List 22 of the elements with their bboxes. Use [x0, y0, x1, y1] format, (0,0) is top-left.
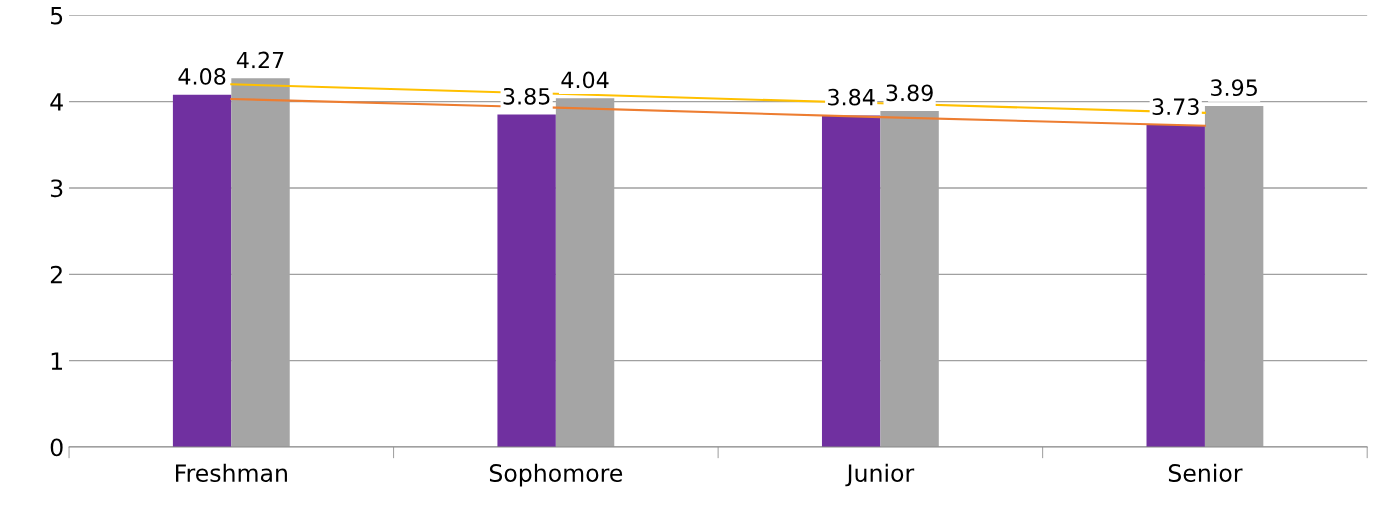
- y-tick-label: 1: [51, 352, 63, 370]
- bar: [1146, 124, 1205, 448]
- bar: [821, 115, 881, 448]
- bar: [497, 114, 556, 448]
- y-tick-label: 2: [50, 265, 62, 284]
- y-tick-label: 0: [50, 438, 63, 457]
- data-label: 3.95: [1211, 79, 1257, 97]
- data-label: 3.89: [886, 84, 933, 102]
- y-tick-label: 3: [50, 179, 63, 198]
- y-tick-label: 4: [50, 93, 63, 111]
- data-label: 3.85: [503, 87, 550, 105]
- data-label: 4.04: [561, 71, 609, 89]
- data-label: 3.73: [1152, 98, 1199, 116]
- bar: [172, 94, 232, 448]
- x-tick-label: Junior: [845, 463, 915, 487]
- x-tick-label: Senior: [1168, 463, 1243, 482]
- y-tick-label: 5: [50, 7, 63, 25]
- x-tick-label: Freshman: [176, 463, 287, 482]
- data-label: 4.27: [236, 51, 284, 69]
- data-label: 4.08: [178, 68, 226, 85]
- x-tick-label: Sophomore: [489, 463, 623, 487]
- data-label: 3.84: [828, 88, 875, 106]
